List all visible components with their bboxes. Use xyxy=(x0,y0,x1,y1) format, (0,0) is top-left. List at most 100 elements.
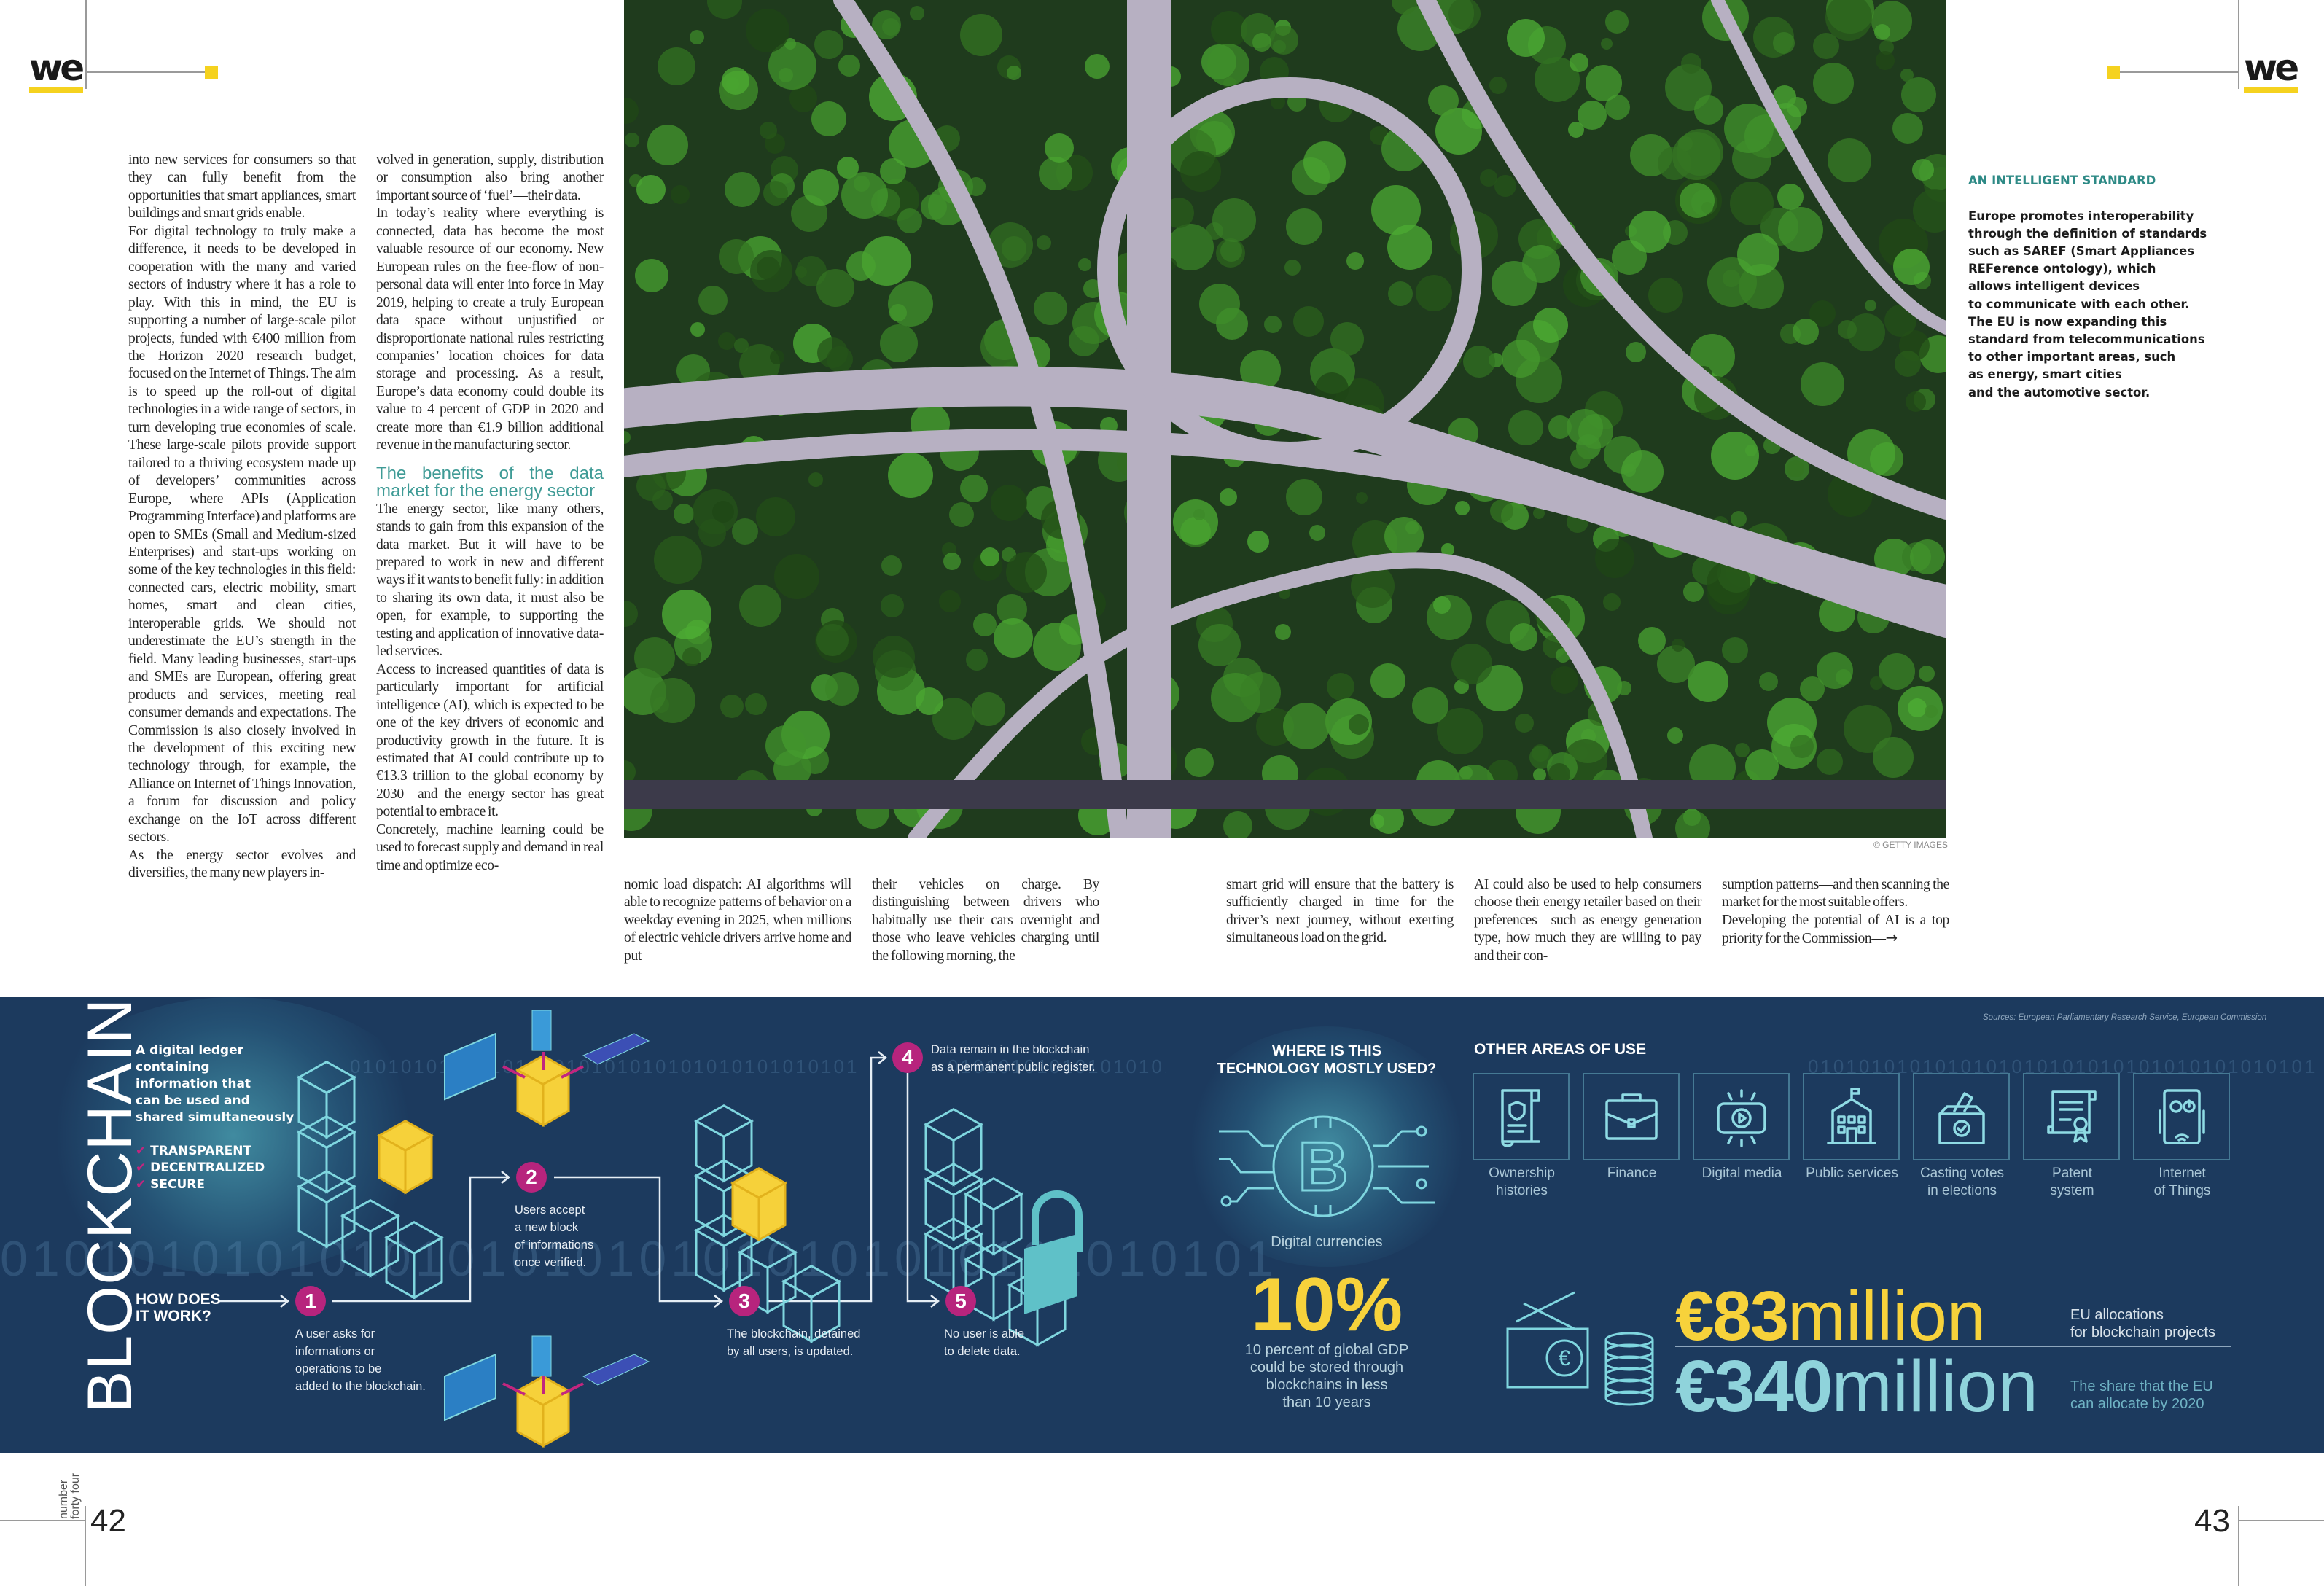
paragraph: volved in generation, supply, distributi… xyxy=(376,152,604,203)
bitcoin-icon: B xyxy=(1219,1115,1435,1217)
area-icon-box xyxy=(1803,1073,1900,1160)
chain-block-icon xyxy=(781,1265,842,1343)
arrow-icons xyxy=(502,1052,584,1396)
feature-item: ✔ TRANSPARENT xyxy=(136,1144,252,1158)
area-label: Digital media xyxy=(1701,1166,1782,1181)
chain-block-icon xyxy=(923,1163,984,1241)
check-icon: ✔ xyxy=(136,1177,147,1192)
step-3-badge: 3 xyxy=(729,1286,760,1316)
yellow-marker xyxy=(2107,66,2120,79)
issue-label: number forty four xyxy=(58,1472,82,1519)
logo-text: we xyxy=(2244,47,2299,89)
header-rule xyxy=(85,71,206,73)
areas-list: Ownership histories Finance Digital media P… xyxy=(1473,1073,2231,1200)
corner-rule xyxy=(2238,0,2239,89)
area-icon-box xyxy=(1583,1073,1680,1160)
scroll-shield-icon xyxy=(1500,1089,1540,1147)
chain-block-icon xyxy=(296,1061,357,1139)
unit: million xyxy=(1831,1346,2038,1427)
page-number-left: 42 xyxy=(90,1503,126,1539)
step-1-badge: 1 xyxy=(295,1286,326,1316)
article-column-4: their vehicles on charge. By distinguish… xyxy=(872,877,1099,964)
step-1-text: A user asks for informations or operatio… xyxy=(295,1327,426,1393)
article-column-1: into new services for consumers so that … xyxy=(128,152,356,883)
certificate-icon xyxy=(2046,1090,2097,1143)
divider xyxy=(1675,1346,2231,1347)
sidebar-body: Europe promotes interoperability through… xyxy=(1968,208,2207,399)
article-column-5: smart grid will ensure that the battery … xyxy=(1226,877,1454,946)
chain-block-icon xyxy=(737,1236,798,1314)
step-4-text: Data remain in the blockchain as a perma… xyxy=(931,1043,1096,1074)
yellow-block-icon xyxy=(730,1167,788,1242)
paragraph: Developing the potential of AI is a top … xyxy=(1722,912,1949,947)
highway-roads xyxy=(624,0,1946,838)
logo-left: we xyxy=(29,47,85,93)
blockchain-infographic: 0101010101010101010101010101010101010101… xyxy=(0,997,2324,1453)
area-item: Patent system xyxy=(2023,1073,2121,1200)
photo-illustration xyxy=(624,0,1946,838)
area-label: Finance xyxy=(1607,1166,1657,1181)
unit: million xyxy=(1787,1277,1986,1355)
footer-rule xyxy=(85,1506,86,1586)
chain-block-icon xyxy=(383,1221,445,1300)
logo-right: we xyxy=(2244,47,2299,93)
continue-arrow-icon: → xyxy=(1885,929,1898,947)
chain-block-icon xyxy=(296,1170,357,1249)
paragraph: Access to increased quantities of data i… xyxy=(376,661,604,820)
article-column-3: nomic load dispatch: AI algorithms will … xyxy=(624,877,851,964)
briefcase-icon xyxy=(1604,1093,1658,1140)
area-item: Public services xyxy=(1803,1073,1901,1200)
yellow-block-icon xyxy=(515,1375,572,1448)
feature-item: ✔ SECURE xyxy=(136,1177,206,1192)
infographic-title: BLOCKCHAIN xyxy=(75,997,145,1413)
footer-rule xyxy=(2238,1506,2239,1586)
page-number-right: 43 xyxy=(2194,1503,2230,1539)
step-2-text: Users accept a new block of informations… xyxy=(515,1203,594,1269)
article-column-6: AI could also be used to help consumers … xyxy=(1474,877,1701,964)
step-5-text: No user is able to delete data. xyxy=(944,1327,1025,1358)
area-item: Finance xyxy=(1583,1073,1681,1200)
area-icon-box xyxy=(1473,1073,1570,1160)
chain-block-icon xyxy=(923,1108,984,1187)
stat-83-caption: EU allocations for blockchain projects xyxy=(2070,1307,2215,1341)
paragraph: For digital technology to truly make a d… xyxy=(128,223,356,846)
paragraph: As the energy sector evolves and diversi… xyxy=(128,847,356,881)
glow xyxy=(1181,1026,1473,1267)
sidebar-title: AN INTELLIGENT STANDARD xyxy=(1968,173,2156,188)
corner-rule xyxy=(85,0,87,89)
area-item: Casting votes in elections xyxy=(1913,1073,2011,1200)
step-5-badge: 5 xyxy=(945,1286,976,1316)
paragraph: into new services for consumers so that … xyxy=(128,152,356,222)
chain-block-icon xyxy=(296,1115,357,1194)
binary-background: 0101010101010101010101010101010101010101 xyxy=(948,1056,1166,1077)
feature-item: ✔ DECENTRALIZED xyxy=(136,1160,265,1175)
chain-block-icon xyxy=(963,1177,1024,1256)
article-column-2: volved in generation, supply, distributi… xyxy=(376,152,604,875)
footer-rule xyxy=(0,1520,85,1521)
paragraph: Concretely, machine learning could be us… xyxy=(376,822,604,873)
step-2-badge: 2 xyxy=(516,1162,547,1193)
building-icon xyxy=(1826,1088,1876,1144)
video-tablet-icon xyxy=(1716,1089,1766,1147)
area-icon-box xyxy=(2133,1073,2230,1160)
sidebar-box: AN INTELLIGENT STANDARD Europe promotes … xyxy=(1968,155,2216,419)
gdp-stat-caption: 10 percent of global GDP could be stored… xyxy=(1244,1342,1409,1410)
glow xyxy=(29,997,437,1274)
aerial-highway-photo xyxy=(624,0,1946,838)
chain-block-icon xyxy=(693,1104,754,1183)
area-icon-box xyxy=(1913,1073,2010,1160)
area-label: Patent system xyxy=(2050,1166,2094,1198)
chain-block-icon xyxy=(340,1199,401,1278)
digital-currencies-label: Digital currencies xyxy=(1271,1234,1383,1250)
area-icon-box xyxy=(1693,1073,1790,1160)
check-icon: ✔ xyxy=(136,1160,147,1175)
logo-text: we xyxy=(29,47,85,89)
area-label: Public services xyxy=(1806,1166,1898,1181)
yellow-marker xyxy=(205,66,218,79)
logo-underline xyxy=(29,87,83,93)
step-4-badge: 4 xyxy=(892,1042,923,1073)
amount: €83 xyxy=(1675,1277,1789,1355)
area-label: Internet of Things xyxy=(2153,1166,2211,1198)
area-label: Ownership histories xyxy=(1489,1166,1555,1198)
area-icon-box xyxy=(2023,1073,2120,1160)
